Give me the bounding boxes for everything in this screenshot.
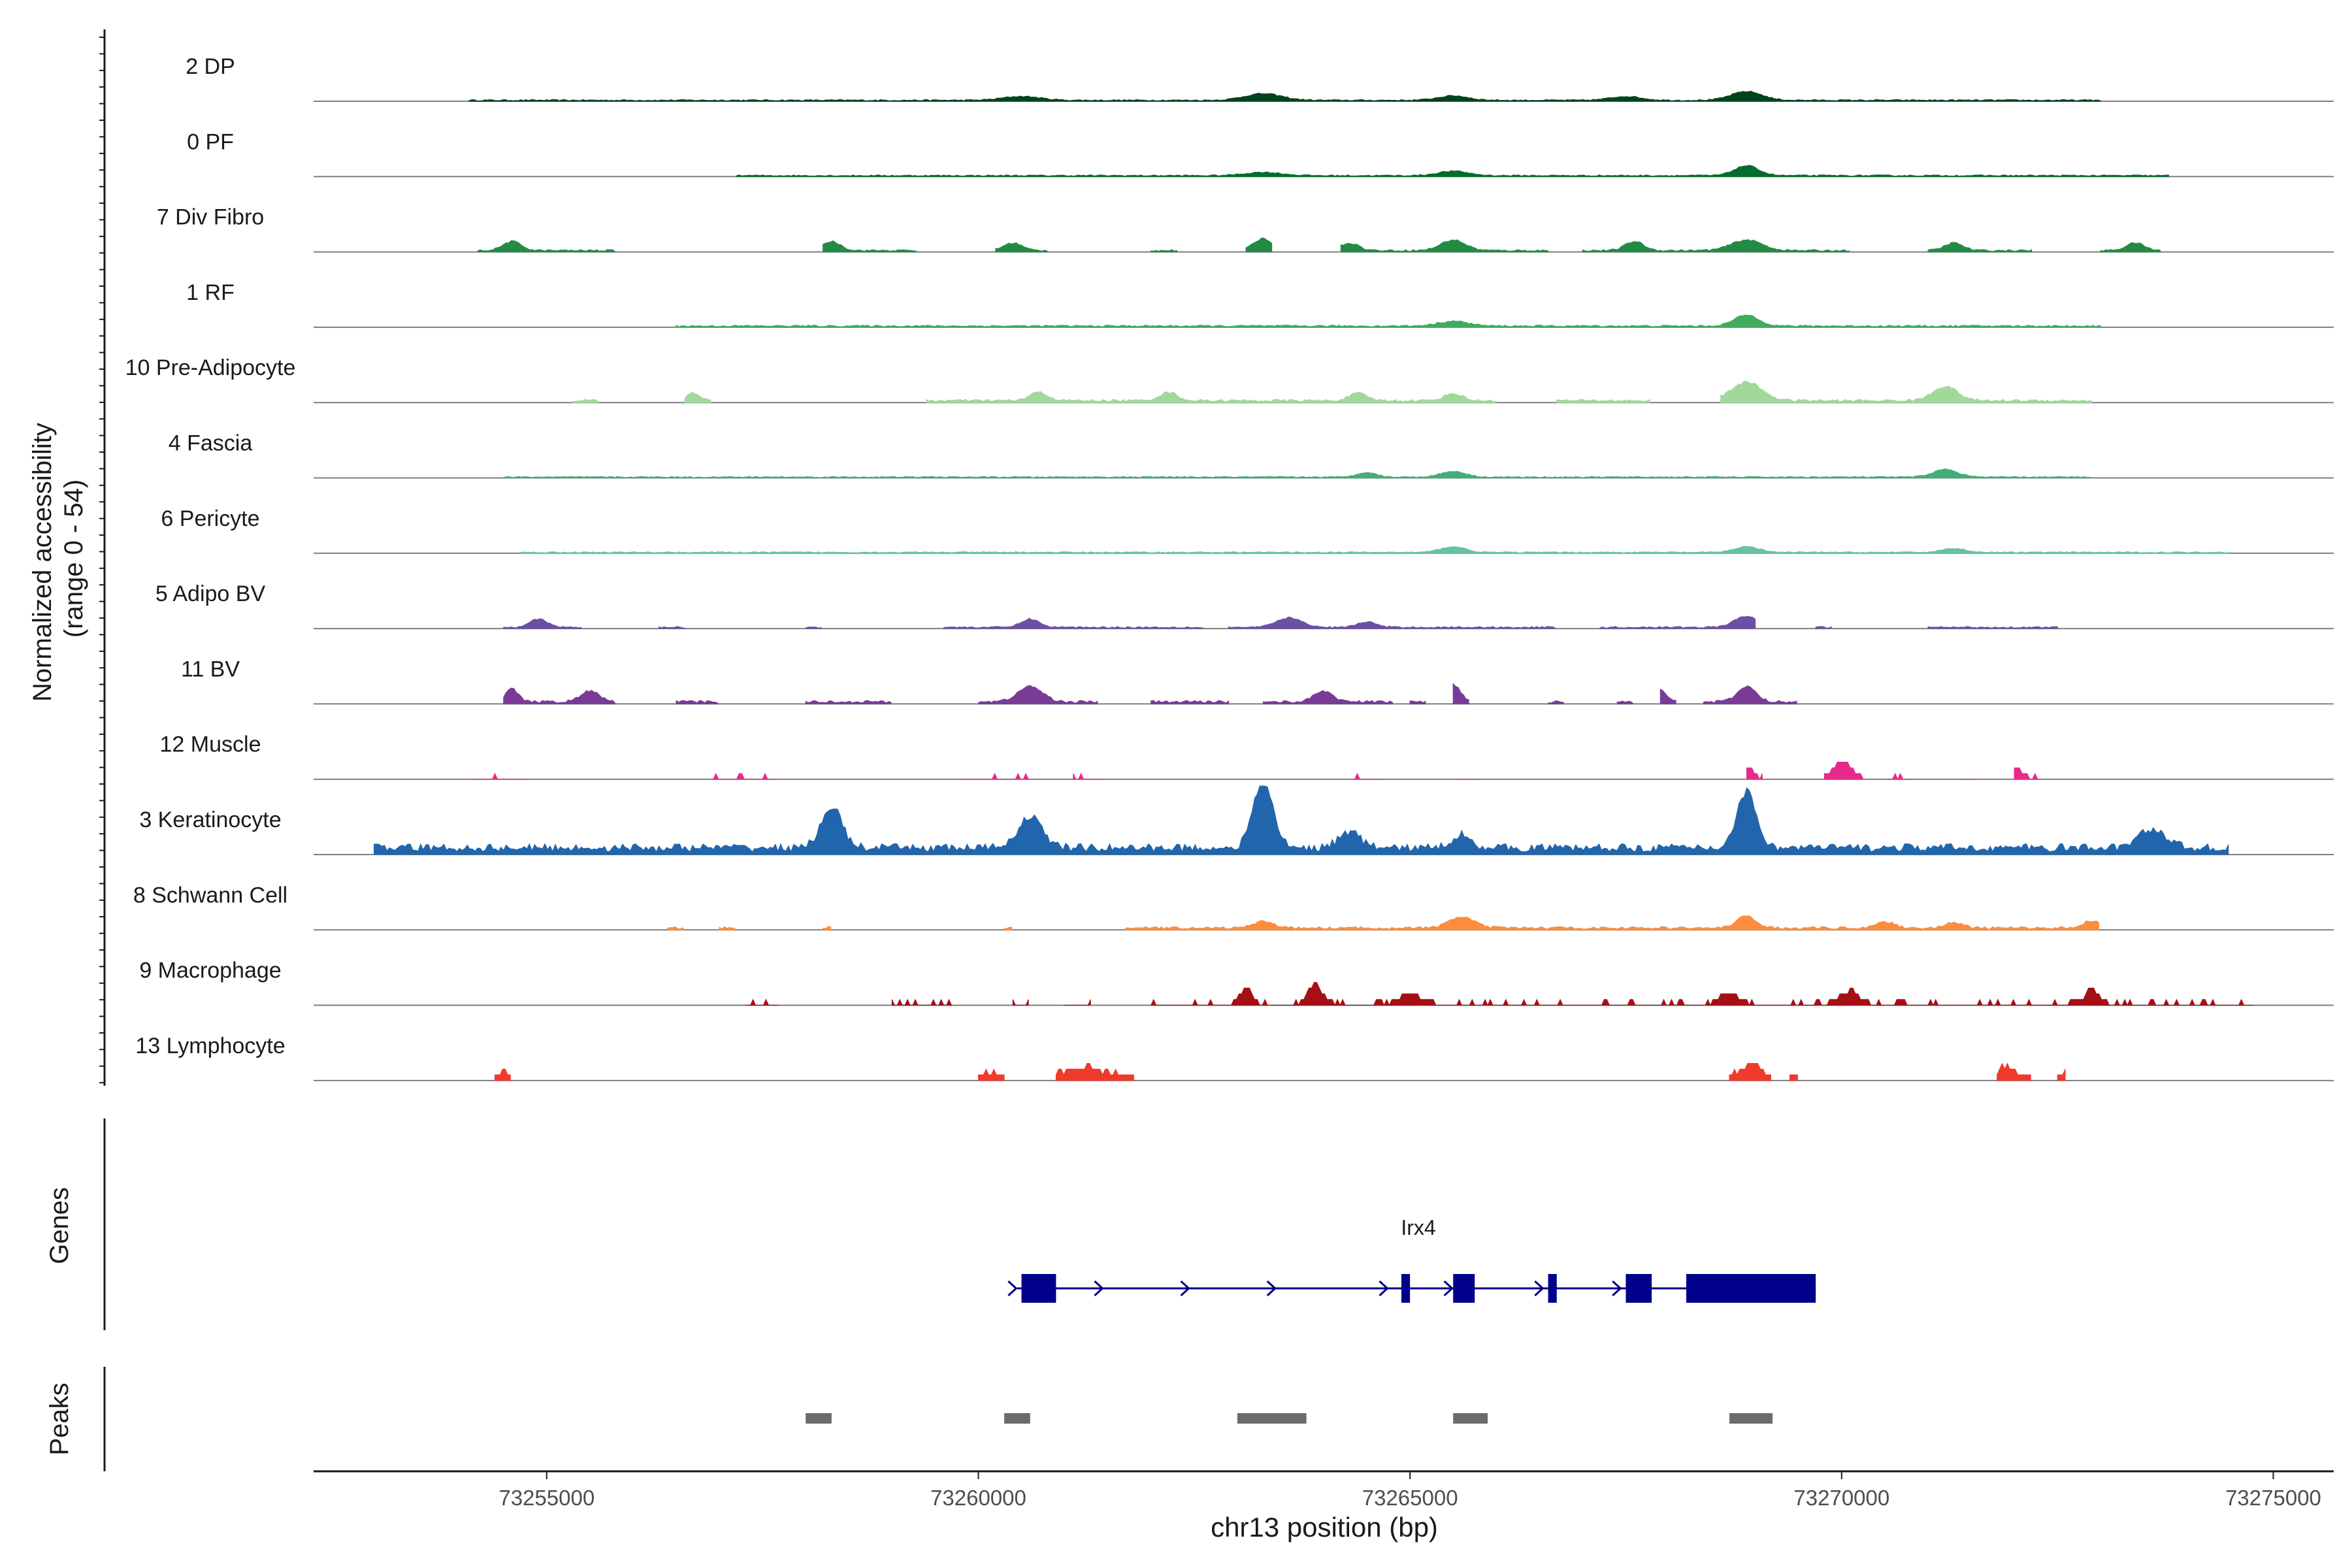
track-signal xyxy=(503,468,2092,478)
track-signal xyxy=(667,915,2100,930)
accessibility-tracks: 2 DP 0 PF 7 Div Fibro 1 RF 10 Pre-Adipocyte 4… xyxy=(99,29,2334,1086)
track-label: 3 Keratinocyte xyxy=(139,808,281,832)
x-tick-label: 73275000 xyxy=(2225,1486,2321,1510)
track-9-macrophage: 9 Macrophage xyxy=(139,958,2334,1006)
track-signal xyxy=(468,762,2040,780)
track-label: 10 Pre-Adipocyte xyxy=(125,355,296,380)
track-label: 4 Fascia xyxy=(169,431,253,456)
track-8-schwann-cell: 8 Schwann Cell xyxy=(133,883,2334,931)
track-label: 0 PF xyxy=(187,129,234,154)
genes-axis-label: Genes xyxy=(45,1187,74,1264)
track-3-keratinocyte: 3 Keratinocyte xyxy=(139,785,2334,855)
track-label: 6 Pericyte xyxy=(161,506,259,531)
track-signal xyxy=(503,683,1797,704)
track-label: 9 Macrophage xyxy=(139,958,281,983)
track-label: 2 DP xyxy=(186,54,235,79)
peaks-axis-label: Peaks xyxy=(45,1382,74,1455)
gene-exon xyxy=(1548,1274,1557,1303)
track-signal xyxy=(520,546,2230,554)
track-signal xyxy=(495,1062,2066,1081)
track-11-bv: 11 BV xyxy=(181,657,2334,705)
track-signal xyxy=(468,90,2101,102)
y-axis-label-line-2: (range 0 - 54) xyxy=(59,480,88,638)
x-tick-label: 73265000 xyxy=(1362,1486,1458,1510)
gene-exon xyxy=(1625,1274,1652,1303)
track-2-dp: 2 DP xyxy=(186,54,2334,102)
gene-name-label: Irx4 xyxy=(1401,1216,1435,1239)
peak-interval xyxy=(806,1413,832,1424)
track-signal xyxy=(676,314,2101,328)
track-label: 5 Adipo BV xyxy=(155,581,266,606)
track-label: 1 RF xyxy=(186,280,235,305)
track-signal xyxy=(572,380,2092,403)
gene-strand-arrow xyxy=(1612,1280,1622,1297)
gene-exon xyxy=(1453,1274,1475,1303)
track-label: 11 BV xyxy=(181,657,240,681)
peak-interval xyxy=(1004,1413,1030,1424)
track-signal xyxy=(736,165,2170,177)
y-axis-label: Normalized accessibility (range 0 - 54) xyxy=(28,416,88,702)
track-signal xyxy=(374,785,2229,855)
gene-exon xyxy=(1401,1274,1411,1303)
gene-exon xyxy=(1686,1274,1816,1303)
gene-strand-arrow xyxy=(1094,1280,1104,1297)
gene-strand-arrow xyxy=(1007,1280,1018,1297)
x-tick-label: 73260000 xyxy=(930,1486,1026,1510)
track-13-lymphocyte: 13 Lymphocyte xyxy=(135,1034,2334,1081)
peaks-panel xyxy=(103,1367,1773,1471)
track-label: 8 Schwann Cell xyxy=(133,883,287,907)
gene-strand-arrow xyxy=(1443,1280,1454,1297)
track-label: 12 Muscle xyxy=(160,732,261,757)
x-axis: 73255000 73260000 73265000 73270000 73275000 xyxy=(314,1470,2334,1510)
track-label: 7 Div Fibro xyxy=(157,205,264,230)
gene-strand-arrow xyxy=(1180,1280,1190,1297)
track-0-pf: 0 PF xyxy=(187,129,2334,178)
x-tick-label: 73255000 xyxy=(498,1486,595,1510)
peak-interval xyxy=(1237,1413,1307,1424)
track-12-muscle: 12 Muscle xyxy=(160,732,2334,780)
gene-strand-arrow xyxy=(1534,1280,1544,1297)
peak-interval xyxy=(1453,1413,1488,1424)
track-label: 13 Lymphocyte xyxy=(135,1034,285,1058)
track-7-div-fibro: 7 Div Fibro xyxy=(157,205,2334,253)
x-tick-label: 73270000 xyxy=(1793,1486,1889,1510)
track-signal xyxy=(745,982,2255,1006)
track-5-adipo-bv: 5 Adipo BV xyxy=(155,581,2334,630)
track-6-pericyte: 6 Pericyte xyxy=(161,506,2334,554)
gene-strand-arrow xyxy=(1379,1280,1389,1297)
gene-exon xyxy=(1021,1274,1056,1303)
y-axis-label-line-1: Normalized accessibility xyxy=(28,423,57,702)
track-4-fascia: 4 Fascia xyxy=(169,431,2334,479)
genes-panel: Irx4 xyxy=(103,1119,1816,1330)
track-1-rf: 1 RF xyxy=(186,280,2334,328)
track-signal xyxy=(503,615,2058,629)
track-signal xyxy=(477,237,2161,253)
x-axis-label: chr13 position (bp) xyxy=(1211,1512,1438,1543)
track-10-pre-adipocyte: 10 Pre-Adipocyte xyxy=(125,355,2334,404)
peak-interval xyxy=(1729,1413,1773,1424)
gene-strand-arrow xyxy=(1266,1280,1277,1297)
